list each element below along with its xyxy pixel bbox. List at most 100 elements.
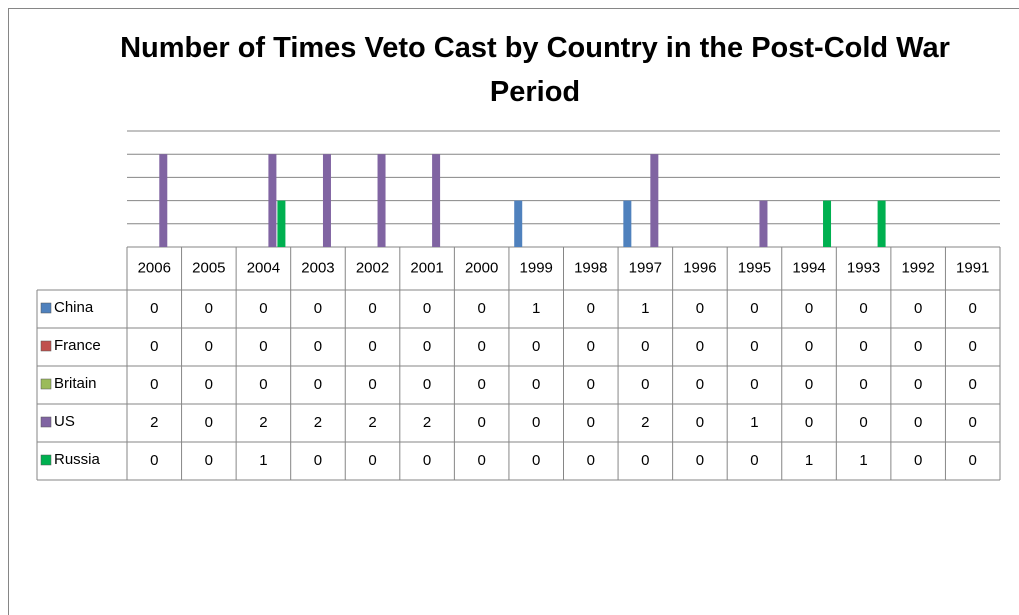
table-value: 0 xyxy=(641,376,649,393)
table-value: 0 xyxy=(587,300,595,317)
x-tick-label: 1998 xyxy=(574,259,607,276)
table-value: 0 xyxy=(477,338,485,355)
table-value: 0 xyxy=(914,300,922,317)
table-value: 0 xyxy=(368,338,376,355)
table-value: 2 xyxy=(259,414,267,431)
table-value: 0 xyxy=(750,338,758,355)
table-value: 1 xyxy=(259,452,267,469)
table-value: 0 xyxy=(859,300,867,317)
table-value: 0 xyxy=(587,452,595,469)
table-value: 0 xyxy=(423,300,431,317)
table-value: 1 xyxy=(805,452,813,469)
table-value: 0 xyxy=(259,300,267,317)
table-value: 0 xyxy=(969,414,977,431)
x-tick-label: 2005 xyxy=(192,259,225,276)
legend-label: France xyxy=(54,337,101,354)
x-tick-label: 2006 xyxy=(138,259,171,276)
table-value: 0 xyxy=(805,338,813,355)
x-tick-label: 1991 xyxy=(956,259,989,276)
table-value: 0 xyxy=(477,452,485,469)
bar xyxy=(432,154,441,247)
bar xyxy=(877,200,886,247)
x-tick-label: 2002 xyxy=(356,259,389,276)
x-tick-label: 1997 xyxy=(629,259,662,276)
x-tick-label: 1994 xyxy=(792,259,825,276)
bar xyxy=(759,200,768,247)
table-value: 1 xyxy=(532,300,540,317)
table-value: 2 xyxy=(150,414,158,431)
table-value: 0 xyxy=(587,376,595,393)
table-value: 0 xyxy=(150,300,158,317)
table-value: 0 xyxy=(205,338,213,355)
table-value: 0 xyxy=(805,376,813,393)
bar xyxy=(277,200,286,247)
table-value: 0 xyxy=(205,376,213,393)
x-tick-label: 1995 xyxy=(738,259,771,276)
table-value: 0 xyxy=(805,300,813,317)
table-value: 0 xyxy=(696,376,704,393)
table-value: 0 xyxy=(805,414,813,431)
bar xyxy=(650,154,659,247)
x-tick-label: 1999 xyxy=(520,259,553,276)
legend-key xyxy=(40,302,52,314)
table-value: 0 xyxy=(423,338,431,355)
x-tick-label: 1996 xyxy=(683,259,716,276)
table-value: 0 xyxy=(532,414,540,431)
table-value: 0 xyxy=(914,376,922,393)
table-value: 0 xyxy=(587,338,595,355)
legend-key xyxy=(40,416,52,428)
table-value: 0 xyxy=(205,452,213,469)
bar xyxy=(322,154,331,247)
table-value: 0 xyxy=(314,338,322,355)
table-value: 0 xyxy=(532,376,540,393)
table-value: 0 xyxy=(914,414,922,431)
table-value: 0 xyxy=(587,414,595,431)
table-value: 2 xyxy=(641,414,649,431)
bar xyxy=(623,200,632,247)
legend-label: China xyxy=(54,299,94,316)
table-value: 2 xyxy=(314,414,322,431)
bar xyxy=(268,154,277,247)
table-value: 0 xyxy=(259,376,267,393)
x-tick-label: 1992 xyxy=(901,259,934,276)
table-value: 0 xyxy=(368,452,376,469)
table-value: 0 xyxy=(969,300,977,317)
legend-label: Britain xyxy=(54,375,97,392)
table-value: 0 xyxy=(696,414,704,431)
x-tick-label: 2004 xyxy=(247,259,280,276)
legend-key xyxy=(40,454,52,466)
x-tick-label: 1993 xyxy=(847,259,880,276)
table-value: 0 xyxy=(969,338,977,355)
table-value: 0 xyxy=(859,376,867,393)
table-value: 0 xyxy=(859,338,867,355)
table-value: 0 xyxy=(150,338,158,355)
legend-label: US xyxy=(54,413,75,430)
table-value: 2 xyxy=(368,414,376,431)
chart-border xyxy=(8,8,1019,615)
table-value: 0 xyxy=(696,452,704,469)
table-value: 0 xyxy=(368,376,376,393)
legend-key xyxy=(40,378,52,390)
table-value: 0 xyxy=(205,414,213,431)
legend-label: Russia xyxy=(54,451,101,468)
table-value: 0 xyxy=(914,338,922,355)
x-tick-label: 2003 xyxy=(301,259,334,276)
table-value: 0 xyxy=(969,376,977,393)
bar xyxy=(159,154,168,247)
table-value: 0 xyxy=(205,300,213,317)
table-value: 0 xyxy=(368,300,376,317)
table-value: 0 xyxy=(696,300,704,317)
table-value: 0 xyxy=(477,376,485,393)
table-value: 0 xyxy=(423,452,431,469)
table-value: 0 xyxy=(314,376,322,393)
table-value: 0 xyxy=(969,452,977,469)
table-value: 0 xyxy=(532,338,540,355)
table-value: 0 xyxy=(477,414,485,431)
table-value: 1 xyxy=(750,414,758,431)
table-value: 0 xyxy=(532,452,540,469)
table-value: 0 xyxy=(150,376,158,393)
table-value: 0 xyxy=(641,338,649,355)
table-value: 0 xyxy=(259,338,267,355)
